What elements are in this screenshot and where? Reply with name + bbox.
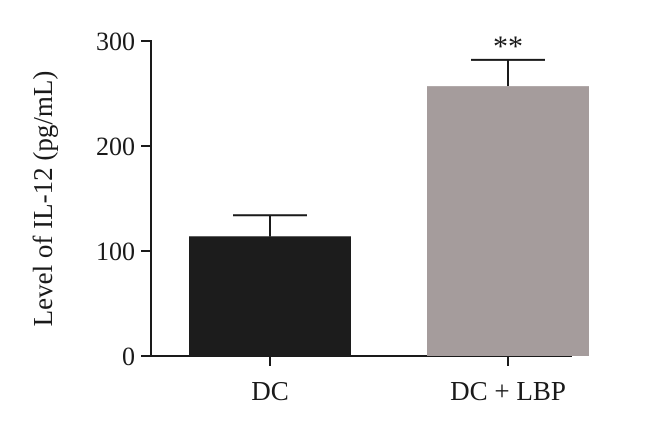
y-tick-label-300: 300	[96, 27, 135, 56]
bar-0	[189, 236, 351, 356]
y-tick-label-100: 100	[96, 237, 135, 266]
y-tick-label-200: 200	[96, 132, 135, 161]
significance-label-1: **	[493, 30, 523, 63]
bar-1	[427, 86, 589, 357]
plot-area: 0 100 200 300 DC DC + LBP **	[96, 27, 589, 406]
y-tick-label-0: 0	[122, 342, 135, 371]
x-tick-label-0: DC	[251, 376, 289, 406]
y-axis-title: Level of IL-12 (pg/mL)	[28, 71, 58, 327]
x-tick-label-1: DC + LBP	[450, 376, 566, 406]
